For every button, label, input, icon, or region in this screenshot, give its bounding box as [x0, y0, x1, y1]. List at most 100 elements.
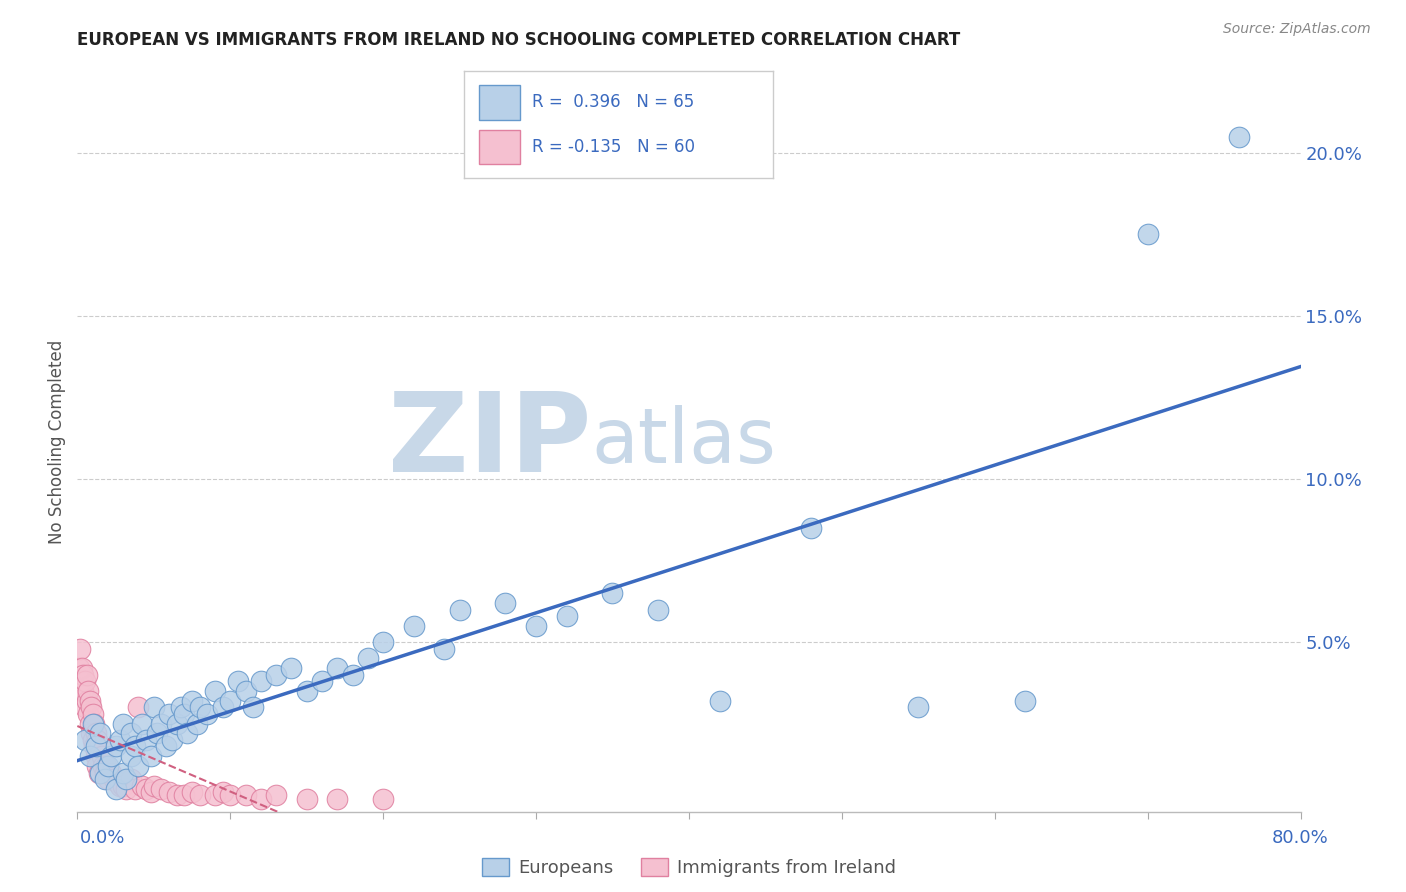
- Point: [295, 791, 318, 805]
- Point: [96, 759, 118, 773]
- Point: [72, 667, 94, 681]
- Point: [204, 789, 226, 803]
- Point: [84, 739, 107, 754]
- Point: [250, 674, 273, 689]
- Point: [157, 785, 180, 799]
- Point: [264, 789, 287, 803]
- Point: [342, 667, 364, 681]
- Point: [79, 716, 101, 731]
- Point: [69, 684, 91, 698]
- Point: [70, 661, 93, 675]
- Point: [86, 733, 108, 747]
- Point: [166, 789, 188, 803]
- Point: [82, 706, 104, 721]
- Point: [73, 674, 96, 689]
- Point: [250, 791, 273, 805]
- Point: [100, 765, 122, 780]
- Point: [173, 706, 195, 721]
- Text: 0.0%: 0.0%: [80, 829, 125, 847]
- Point: [433, 641, 456, 656]
- Bar: [479, 86, 520, 120]
- Point: [907, 700, 929, 714]
- Point: [188, 700, 211, 714]
- Point: [170, 700, 193, 714]
- Point: [219, 694, 242, 708]
- Point: [127, 759, 149, 773]
- Point: [131, 716, 153, 731]
- Point: [173, 789, 195, 803]
- Point: [120, 749, 142, 764]
- Point: [135, 733, 157, 747]
- Point: [69, 641, 91, 656]
- Text: 80.0%: 80.0%: [1272, 829, 1329, 847]
- Point: [131, 779, 153, 793]
- Point: [73, 733, 96, 747]
- Point: [371, 635, 394, 649]
- Point: [84, 726, 107, 740]
- Y-axis label: No Schooling Completed: No Schooling Completed: [48, 340, 66, 543]
- Point: [800, 521, 823, 535]
- Point: [112, 716, 135, 731]
- Point: [91, 759, 114, 773]
- Point: [79, 694, 101, 708]
- Point: [326, 661, 349, 675]
- Point: [160, 733, 183, 747]
- Point: [402, 619, 425, 633]
- Point: [157, 706, 180, 721]
- Point: [67, 661, 90, 675]
- Point: [264, 667, 287, 681]
- Point: [150, 716, 173, 731]
- Point: [146, 726, 169, 740]
- Point: [181, 785, 204, 799]
- Point: [709, 694, 731, 708]
- Point: [94, 772, 117, 786]
- Point: [115, 781, 138, 796]
- Point: [72, 684, 94, 698]
- Point: [89, 739, 111, 754]
- Point: [235, 789, 257, 803]
- Point: [112, 779, 135, 793]
- Point: [82, 733, 104, 747]
- Point: [235, 684, 257, 698]
- Point: [211, 785, 233, 799]
- Point: [120, 726, 142, 740]
- Point: [86, 759, 108, 773]
- Point: [1014, 694, 1036, 708]
- Point: [555, 609, 578, 624]
- Point: [83, 739, 105, 754]
- Text: atlas: atlas: [591, 405, 776, 478]
- Point: [76, 667, 98, 681]
- Point: [647, 602, 669, 616]
- Point: [226, 674, 249, 689]
- Point: [181, 694, 204, 708]
- Point: [70, 674, 93, 689]
- Point: [449, 602, 471, 616]
- Point: [76, 694, 98, 708]
- Point: [1229, 129, 1251, 144]
- Point: [1136, 227, 1159, 242]
- Point: [89, 765, 111, 780]
- Point: [112, 765, 135, 780]
- Point: [103, 772, 125, 786]
- Point: [104, 781, 127, 796]
- Point: [97, 772, 120, 786]
- Point: [150, 781, 173, 796]
- Point: [94, 765, 117, 780]
- Point: [80, 726, 103, 740]
- Point: [105, 775, 128, 789]
- Point: [211, 700, 233, 714]
- Point: [80, 700, 103, 714]
- Point: [326, 791, 349, 805]
- Bar: [479, 130, 520, 164]
- Point: [524, 619, 547, 633]
- Point: [602, 586, 624, 600]
- Point: [219, 789, 242, 803]
- Point: [87, 765, 110, 780]
- Point: [188, 789, 211, 803]
- Point: [155, 739, 177, 754]
- Point: [311, 674, 333, 689]
- Text: ZIP: ZIP: [388, 388, 591, 495]
- Point: [495, 596, 517, 610]
- Point: [204, 684, 226, 698]
- Point: [100, 749, 122, 764]
